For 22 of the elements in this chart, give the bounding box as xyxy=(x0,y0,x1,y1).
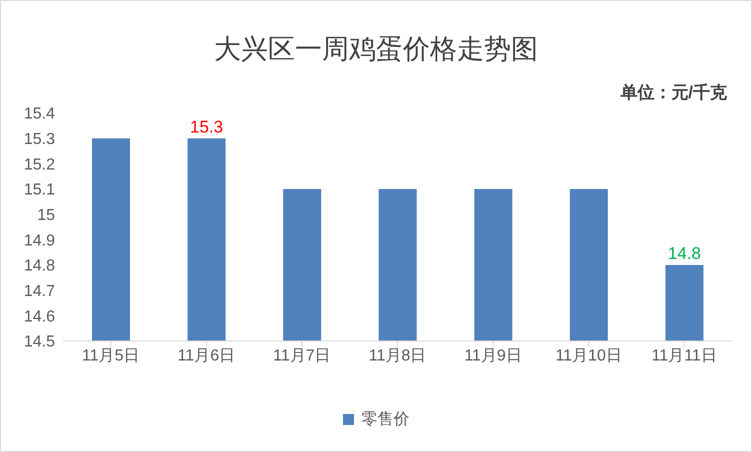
y-tick-label: 14.6 xyxy=(24,308,56,326)
x-tick-label: 11月11日 xyxy=(652,347,717,364)
y-tick-label: 14.9 xyxy=(24,232,56,250)
x-tick-label: 11月8日 xyxy=(368,347,426,364)
y-tick-label: 15 xyxy=(37,207,56,224)
chart-title: 大兴区一周鸡蛋价格走势图 xyxy=(213,33,539,66)
y-tick-label: 15.1 xyxy=(24,182,56,199)
x-tick-label: 11月7日 xyxy=(273,347,331,364)
x-tick-label: 11月9日 xyxy=(464,347,522,364)
y-tick-label: 15.4 xyxy=(24,106,56,123)
data-label: 15.3 xyxy=(190,117,224,136)
y-tick-label: 14.7 xyxy=(24,283,56,300)
x-tick-label: 11月10日 xyxy=(555,347,622,364)
y-tick-label: 15.2 xyxy=(24,156,56,174)
x-tick-label: 11月5日 xyxy=(82,347,140,364)
y-tick-label: 15.3 xyxy=(24,131,56,148)
y-tick-label: 14.5 xyxy=(24,334,56,351)
y-tick-label: 14.8 xyxy=(24,258,56,275)
x-tick-label: 11月6日 xyxy=(178,347,236,364)
chart-subtitle: 单位：元/千克 xyxy=(620,82,727,104)
data-label: 14.8 xyxy=(668,244,701,263)
legend-label: 零售价 xyxy=(360,410,410,430)
